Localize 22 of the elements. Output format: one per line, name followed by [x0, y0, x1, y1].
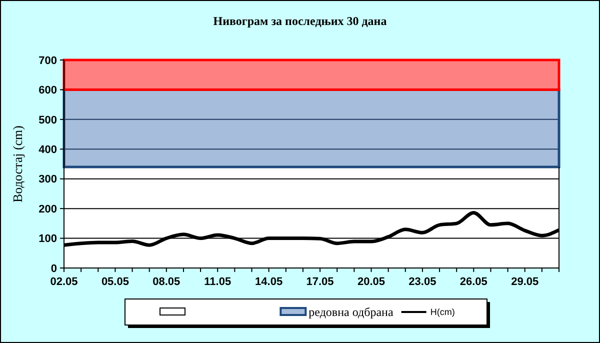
y-axis-title: Водостај (cm)	[10, 125, 25, 203]
y-tick-label: 500	[38, 114, 57, 126]
x-tick-label: 08.05	[152, 276, 180, 288]
legend-label: редовна одбрана	[308, 305, 394, 320]
y-tick-label: 400	[38, 144, 57, 156]
x-tick-label: 17.05	[306, 276, 334, 288]
x-tick-label: 23.05	[408, 276, 436, 288]
y-tick-label: 300	[38, 174, 57, 186]
x-tick-label: 20.05	[357, 276, 386, 288]
x-tick-label: 29.05	[511, 276, 539, 288]
y-tick-label: 100	[38, 233, 57, 246]
legend-label: H(cm)	[430, 307, 455, 318]
y-tick-label: 700	[38, 54, 57, 67]
x-tick-label: 26.05	[460, 276, 488, 288]
y-tick-label: 600	[38, 84, 57, 97]
x-tick-label: 11.05	[204, 276, 232, 288]
x-tick-label: 02.05	[50, 276, 78, 288]
x-tick-label: 14.05	[255, 276, 283, 288]
chart-title: Нивограм за последњих 30 дана	[213, 14, 387, 28]
y-tick-label: 0	[50, 262, 57, 275]
y-tick-label: 200	[38, 203, 57, 216]
x-tick-label: 05.05	[101, 276, 129, 288]
